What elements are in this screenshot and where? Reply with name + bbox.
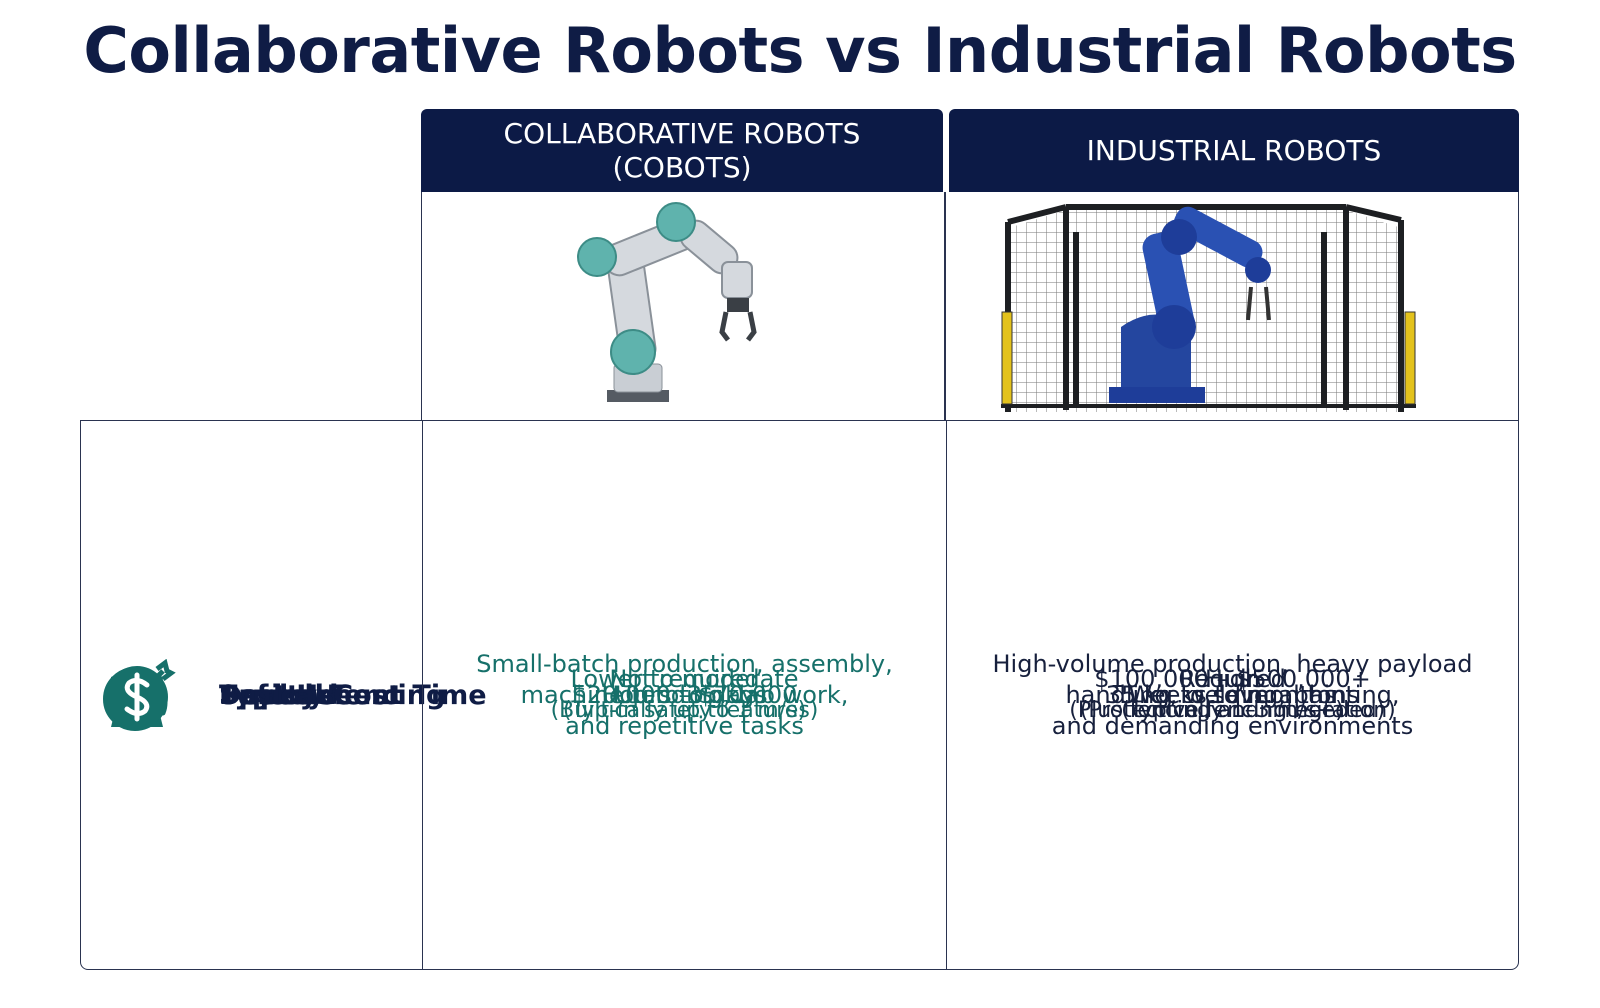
cell-text: and repetitive tasks — [565, 711, 804, 740]
cell-text: High — [1204, 665, 1261, 693]
industrial-image-cell — [945, 192, 1519, 420]
column-header: INDUSTRIAL ROBOTS — [949, 109, 1519, 192]
cell-text: 35 kg to several tons — [1105, 680, 1360, 709]
table-row: Typical Cost $20,000 – $70,000 $100,000 – … — [81, 421, 1518, 971]
industrial-illustration — [1001, 204, 1416, 412]
cell-detail: (Built-in safety features) — [550, 698, 819, 723]
icon-shape — [124, 672, 150, 722]
row-icon — [106, 666, 168, 728]
cell-text: Up to 35 kg — [614, 680, 755, 709]
column-header: COLLABORATIVE ROBOTS (COBOTS) — [421, 109, 943, 192]
row-label: Typical Cost — [219, 679, 401, 711]
cell-text: and demanding environments — [1051, 711, 1414, 740]
title: Collaborative Robots vs Industrial Robot… — [83, 14, 1517, 87]
cell-text: Weeks to months — [1128, 680, 1337, 709]
header-line: COLLABORATIVE ROBOTS — [503, 116, 861, 150]
cobots-cell: $20,000 – $70,000 — [422, 421, 946, 969]
cell-text: Small-batch production, assembly, — [476, 649, 893, 678]
table-row: Best Use Small-batch production, assembly… — [81, 421, 1518, 969]
cell-detail: (Typically 1–3 m/s+) — [1121, 698, 1344, 723]
cell-text: High-volume production, heavy payload — [992, 649, 1473, 678]
cell-text: Required — [1179, 665, 1286, 693]
cell-text: Hours to days — [601, 680, 768, 709]
cell-detail: (Protective fencing needed) — [1079, 698, 1386, 723]
cell-text: Lower to moderate — [570, 665, 799, 693]
cobot-illustration — [577, 202, 757, 402]
row-label: Payload — [219, 679, 339, 711]
industrial-cell: $100,000 – $500,000+ (Plus fencing and in… — [946, 421, 1518, 969]
cobots-cell: Lower to moderate (Typically up to 1 m/s) — [422, 421, 946, 969]
row-label: Safety Fencing — [219, 679, 446, 711]
header-line: INDUSTRIAL ROBOTS — [1086, 133, 1382, 167]
cell-detail: (Plus fencing and integration) — [1069, 698, 1396, 723]
row-label: Speed — [219, 679, 314, 711]
cobots-cell: Not required (Built-in safety features) — [422, 421, 946, 969]
row-label: Best Use — [219, 679, 353, 711]
industrial-cell: Required (Protective fencing needed) — [946, 421, 1518, 969]
cell-text: $100,000 – $500,000+ — [1094, 665, 1371, 693]
cobot-image-cell — [421, 192, 945, 420]
table-row: Deployment Time Hours to days Weeks to mon… — [81, 421, 1518, 969]
header-line: (COBOTS) — [612, 150, 752, 184]
cell-text: handling, welding, painting, — [1065, 680, 1400, 709]
cobots-cell: Small-batch production, assembly, machine… — [422, 421, 946, 969]
cell-detail: (Typically up to 1 m/s) — [562, 698, 807, 723]
cell-text: machine tending, lab work, — [520, 680, 849, 709]
cell-text: Not required — [609, 665, 760, 693]
cell-text: $20,000 – $70,000 — [571, 680, 798, 709]
row-label: Deployment Time — [219, 679, 487, 711]
